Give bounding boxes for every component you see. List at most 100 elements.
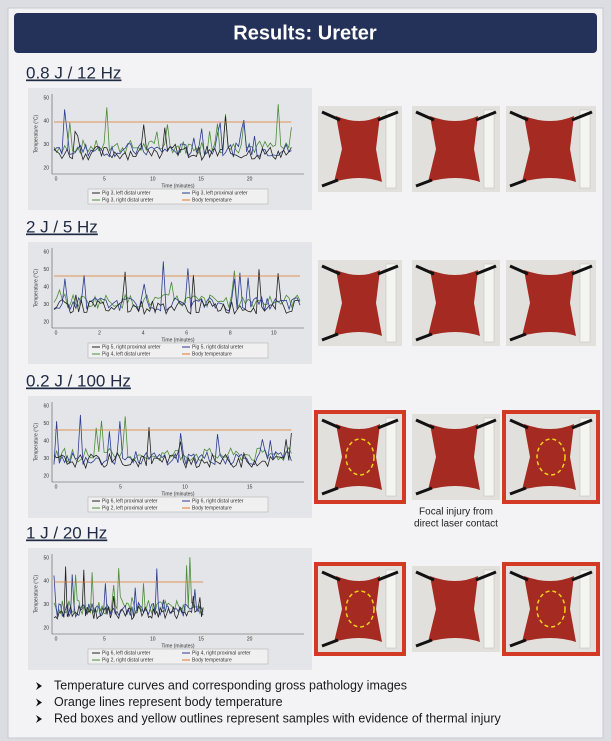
legend-entry: Body temperature (192, 657, 232, 663)
y-tick-label: 50 (43, 267, 49, 273)
bullet-arrow (36, 715, 42, 723)
ruler (483, 109, 495, 189)
y-tick-label: 50 (43, 95, 49, 101)
temperature-curve (53, 568, 204, 618)
x-tick-label: 15 (247, 484, 253, 490)
legend-entry: Pig 3, left proximal ureter (192, 190, 248, 196)
ureter-specimen (428, 576, 480, 642)
y-tick-label: 20 (43, 625, 49, 631)
injury-outline (536, 590, 566, 628)
ruler (385, 109, 397, 189)
x-axis-label: Time (minutes) (161, 491, 194, 497)
bullet-text: Orange lines represent body temperature (54, 695, 283, 709)
injury-outline (345, 438, 375, 476)
legend-entry: Pig 2, left proximal ureter (102, 505, 158, 511)
x-axis-label: Time (minutes) (161, 337, 194, 343)
temperature-curve (53, 414, 292, 466)
x-tick-label: 0 (55, 330, 58, 336)
temperature-curve (53, 261, 301, 313)
y-axis-label: Temperature (°C) (33, 422, 39, 461)
x-tick-label: 0 (55, 484, 58, 490)
x-axis-label: Time (minutes) (161, 183, 194, 189)
temperature-curve (53, 557, 204, 616)
legend-entry: Body temperature (192, 505, 232, 511)
ruler (579, 263, 591, 343)
legend-entry: Pig 6, left distal ureter (102, 650, 151, 656)
legend-entry: Pig 3, left distal ureter (102, 190, 151, 196)
temperature-curve (53, 116, 292, 162)
ureter-specimen (334, 424, 382, 490)
y-tick-label: 60 (43, 403, 49, 409)
ureter-specimen (522, 116, 576, 182)
clamp (415, 570, 497, 648)
temperature-curve (53, 427, 292, 470)
y-axis-label: Temperature (°C) (33, 574, 39, 613)
bullet-text: Temperature curves and corresponding gro… (54, 678, 407, 692)
temperature-curve (53, 109, 292, 158)
y-tick-label: 30 (43, 456, 49, 462)
clamp (509, 418, 593, 496)
x-tick-label: 20 (247, 636, 253, 642)
clamp (321, 110, 399, 188)
section-heading: 1 J / 20 Hz (26, 523, 107, 542)
clamp (321, 418, 399, 496)
clamp (509, 110, 593, 188)
x-tick-label: 0 (55, 176, 58, 182)
legend-entry: Body temperature (192, 351, 232, 357)
x-tick-label: 0 (55, 636, 58, 642)
temperature-curve (53, 270, 301, 310)
header-bar (14, 13, 597, 53)
y-tick-label: 40 (43, 438, 49, 444)
y-tick-label: 50 (43, 555, 49, 561)
ureter-specimen (334, 576, 382, 642)
x-tick-label: 8 (229, 330, 232, 336)
legend-entry: Pig 6, left proximal ureter (102, 498, 158, 504)
y-tick-label: 30 (43, 602, 49, 608)
x-tick-label: 4 (142, 330, 145, 336)
temperature-curve (53, 269, 301, 316)
clamp (509, 570, 593, 648)
legend-entry: Pig 5, right proximal ureter (102, 344, 161, 350)
ruler (385, 417, 397, 497)
legend-entry: Pig 3, right distal ureter (102, 197, 154, 203)
ruler (385, 569, 397, 649)
y-tick-label: 20 (43, 473, 49, 479)
y-tick-label: 30 (43, 142, 49, 148)
clamp (415, 418, 497, 496)
legend-entry: Body temperature (192, 197, 232, 203)
ruler (385, 263, 397, 343)
injury-outline (536, 438, 566, 476)
x-tick-label: 15 (198, 636, 204, 642)
y-tick-label: 40 (43, 119, 49, 125)
x-tick-label: 10 (182, 484, 188, 490)
legend-box (87, 188, 269, 205)
x-tick-label: 10 (271, 330, 277, 336)
photo-caption: direct laser contact (414, 519, 498, 530)
clamp (321, 570, 399, 648)
clamp (415, 264, 497, 342)
legend-box (87, 342, 269, 359)
y-axis-label: Temperature (°C) (33, 268, 39, 307)
x-axis-label: Time (minutes) (161, 643, 194, 649)
clamp (415, 110, 497, 188)
injury-outline (345, 590, 375, 628)
x-tick-label: 15 (198, 176, 204, 182)
ruler (579, 417, 591, 497)
x-tick-label: 6 (185, 330, 188, 336)
x-tick-label: 5 (103, 176, 106, 182)
legend-entry: Pig 4, left distal ureter (102, 351, 151, 357)
legend-box (87, 496, 269, 513)
legend-entry: Pig 6, right distal ureter (192, 498, 244, 504)
ureter-specimen (428, 116, 480, 182)
ureter-specimen (428, 270, 480, 336)
ruler (483, 569, 495, 649)
ruler (579, 109, 591, 189)
x-tick-label: 10 (150, 636, 156, 642)
ruler (483, 417, 495, 497)
ureter-specimen (428, 424, 480, 490)
y-tick-label: 20 (43, 319, 49, 325)
x-tick-label: 5 (119, 484, 122, 490)
x-tick-label: 5 (103, 636, 106, 642)
